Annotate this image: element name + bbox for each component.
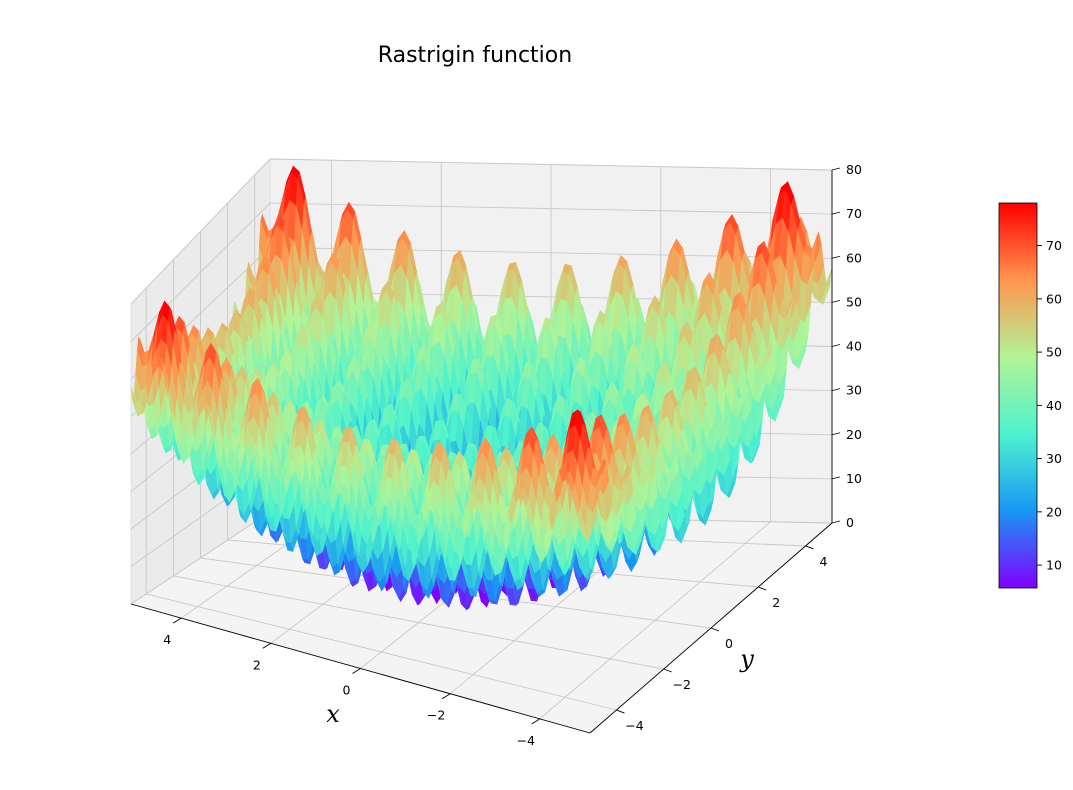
surface-plot — [130, 165, 833, 611]
z-gridline — [130, 158, 833, 305]
z-gridline — [130, 202, 833, 342]
